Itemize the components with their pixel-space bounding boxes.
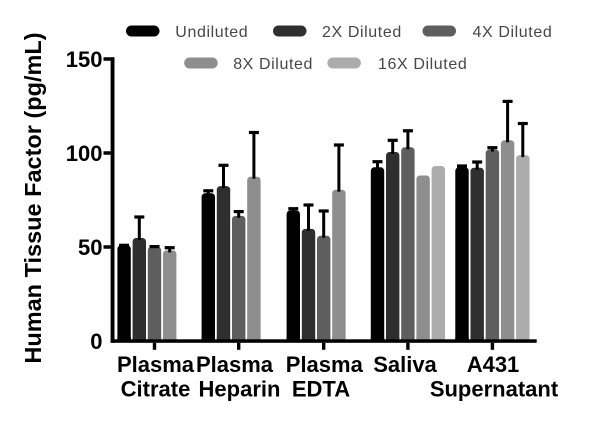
svg-text:Citrate: Citrate [121,376,191,401]
svg-text:16X Diluted: 16X Diluted [378,56,467,73]
svg-text:Saliva: Saliva [373,352,437,377]
svg-text:Human Tissue Factor (pg/mL): Human Tissue Factor (pg/mL) [20,32,46,363]
svg-text:100: 100 [66,141,103,166]
svg-text:Plasma: Plasma [286,352,364,377]
svg-text:A431: A431 [467,352,520,377]
svg-text:Plasma: Plasma [117,352,195,377]
svg-text:150: 150 [66,47,103,72]
svg-text:Supernatant: Supernatant [430,376,559,401]
svg-text:2X Diluted: 2X Diluted [322,24,402,41]
svg-text:4X Diluted: 4X Diluted [473,24,553,41]
svg-text:Undiluted: Undiluted [175,24,248,41]
svg-text:0: 0 [90,329,102,354]
svg-text:50: 50 [78,235,102,260]
svg-text:EDTA: EDTA [292,376,350,401]
svg-text:8X Diluted: 8X Diluted [233,56,313,73]
svg-text:Heparin: Heparin [199,376,281,401]
svg-text:Plasma: Plasma [196,352,274,377]
